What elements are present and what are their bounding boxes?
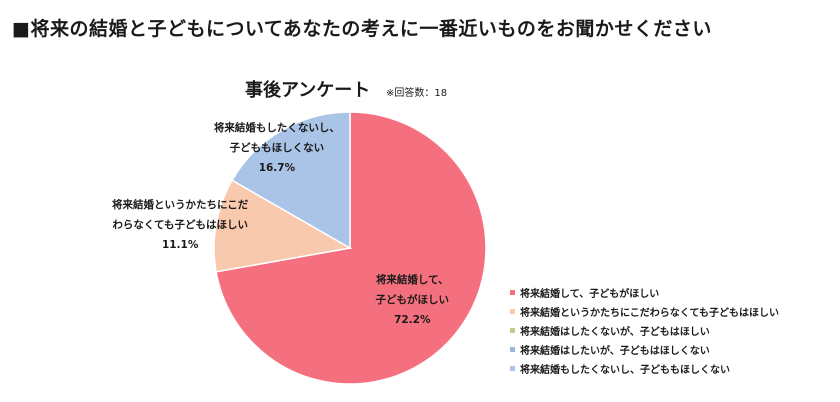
page-title: ■将来の結婚と子どもについてあなたの考えに一番近いものをお聞かせください — [12, 18, 712, 40]
chart-legend: 将来結婚して、子どもがほしい将来結婚というかたちにこだわらなくても子どもはほしい… — [510, 283, 779, 378]
slice-label-line: 将来結婚もしたくないし、 — [213, 121, 340, 134]
pie-slice — [213, 179, 353, 273]
legend-label: 将来結婚して、子どもがほしい — [520, 289, 660, 300]
slice-label-line: 子どもがほしい — [375, 294, 450, 307]
slice-label-line: 16.7% — [258, 161, 296, 174]
chart-note: ※回答数：18 — [386, 88, 448, 99]
legend-item: 将来結婚もしたくないし、子どももほしくない — [510, 359, 779, 378]
legend-swatch — [510, 290, 515, 295]
slice-label: 将来結婚もしたくないし、 子どももほしくない 16.7% — [214, 118, 340, 178]
legend-label: 将来結婚もしたくないし、子どももほしくない — [520, 365, 730, 376]
legend-swatch — [510, 347, 515, 352]
slice-label-line: 将来結婚というかたちにこだ — [112, 198, 249, 211]
pie-slice — [231, 111, 351, 250]
legend-label: 将来結婚というかたちにこだわらなくても子どもはほしい — [520, 308, 779, 319]
slice-label-line: わらなくても子どもはほしい — [112, 218, 248, 231]
legend-item: 将来結婚はしたいが、子どもはほしくない — [510, 340, 779, 359]
legend-label: 将来結婚はしたくないが、子どもはほしい — [520, 327, 710, 338]
legend-item: 将来結婚というかたちにこだわらなくても子どもはほしい — [510, 302, 779, 321]
legend-label: 将来結婚はしたいが、子どもはほしくない — [520, 346, 710, 357]
slice-label: 将来結婚して、 子どもがほしい 72.2% — [376, 270, 450, 330]
chart-title: 事後アンケート — [245, 80, 371, 101]
legend-item: 将来結婚して、子どもがほしい — [510, 283, 779, 302]
legend-swatch — [510, 328, 515, 333]
legend-swatch — [510, 366, 515, 371]
legend-swatch — [510, 309, 515, 314]
slice-label-line: 将来結婚して、 — [375, 274, 449, 287]
slice-label-line: 11.1% — [161, 238, 199, 251]
slice-label-line: 子どももほしくない — [229, 141, 325, 154]
slice-label-line: 72.2% — [394, 314, 431, 327]
slice-label: 将来結婚というかたちにこだ わらなくても子どもはほしい 11.1% — [112, 195, 248, 255]
legend-item: 将来結婚はしたくないが、子どもはほしい — [510, 321, 779, 340]
